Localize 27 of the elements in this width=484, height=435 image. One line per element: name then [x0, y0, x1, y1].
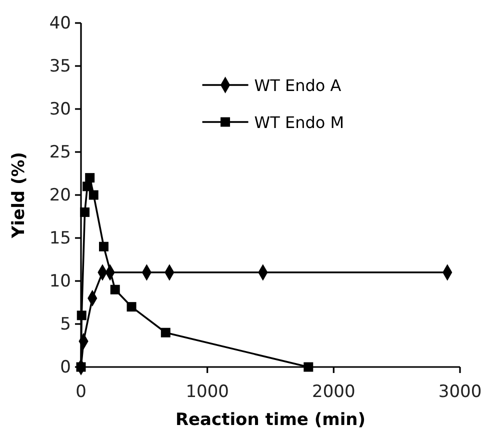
x-tick-label: 1000 — [186, 382, 229, 402]
point — [110, 284, 120, 294]
point — [126, 302, 136, 312]
point — [304, 362, 314, 372]
y-tick-label: 35 — [49, 56, 71, 76]
x-tick-label: 3000 — [438, 382, 482, 402]
y-tick-label: 30 — [49, 99, 71, 120]
point — [82, 182, 92, 192]
y-tick-label: 40 — [49, 13, 71, 34]
y-tick-label: 20 — [49, 185, 71, 206]
y-tick-label: 0 — [60, 357, 71, 378]
y-axis-title: Yield (%) — [9, 152, 29, 240]
x-tick-label: 2000 — [312, 382, 356, 402]
point — [160, 328, 170, 338]
point — [98, 242, 108, 252]
point — [85, 173, 95, 183]
y-tick-label: 15 — [49, 228, 71, 248]
y-tick-label: 5 — [60, 314, 71, 334]
y-tick-label: 25 — [49, 142, 71, 162]
point — [76, 310, 86, 320]
x-tick-label: 0 — [76, 382, 86, 402]
point — [80, 207, 90, 217]
legend-label: WT Endo A — [254, 76, 342, 95]
legend-label: WT Endo M — [254, 113, 344, 132]
x-axis-title: Reaction time (min) — [175, 410, 366, 430]
y-tick-label: 10 — [49, 271, 71, 292]
point — [88, 190, 98, 200]
